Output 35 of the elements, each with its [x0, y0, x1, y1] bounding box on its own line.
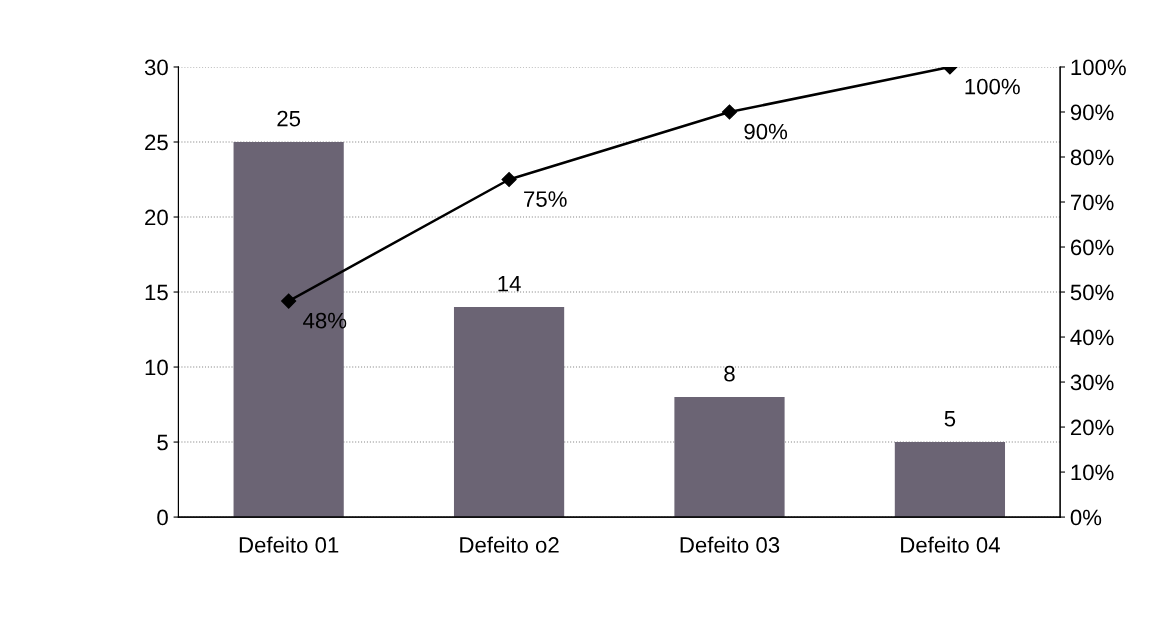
- y2-tick-label: 50%: [1070, 284, 1114, 301]
- data-label: 75%: [524, 191, 567, 207]
- data-label: 100%: [965, 78, 1020, 95]
- y-tick-label: 20: [145, 209, 168, 226]
- bar: [894, 442, 1006, 518]
- y2-tick-label: 100%: [1071, 59, 1126, 76]
- bar: [674, 397, 785, 518]
- y2-tick-label: 10%: [1071, 464, 1114, 481]
- x-tick-label: Defeito 03: [680, 536, 780, 553]
- y2-tick-label: 20%: [1070, 419, 1114, 436]
- bar: [453, 307, 565, 518]
- data-label: 8: [724, 365, 735, 382]
- y-tick-label: 5: [157, 434, 168, 451]
- y-tick-label: 10: [145, 359, 168, 376]
- data-label: 90%: [744, 123, 788, 140]
- data-label: 25: [277, 110, 301, 127]
- data-label: 14: [498, 276, 521, 292]
- x-tick-label: Defeito o2: [460, 536, 559, 553]
- y2-tick-label: 60%: [1070, 239, 1114, 256]
- y2-tick-label: 90%: [1070, 104, 1114, 121]
- y2-tick-label: 70%: [1070, 194, 1114, 211]
- y2-tick-label: 0%: [1070, 509, 1102, 526]
- x-tick-label: Defeito 01: [239, 536, 339, 553]
- y2-tick-label: 30%: [1070, 374, 1114, 391]
- data-label: 5: [944, 411, 956, 427]
- point: [501, 171, 517, 188]
- point: [281, 293, 297, 309]
- y-tick-label: 0: [157, 509, 168, 526]
- y-tick-label: 30: [144, 59, 168, 76]
- point: [721, 104, 738, 120]
- y2-tick-label: 40%: [1070, 329, 1114, 346]
- y-tick-label: 15: [145, 284, 168, 301]
- y-tick-label: 25: [145, 134, 168, 151]
- y2-tick-label: 80%: [1070, 149, 1114, 166]
- x-tick-label: Defeito 04: [901, 536, 1000, 553]
